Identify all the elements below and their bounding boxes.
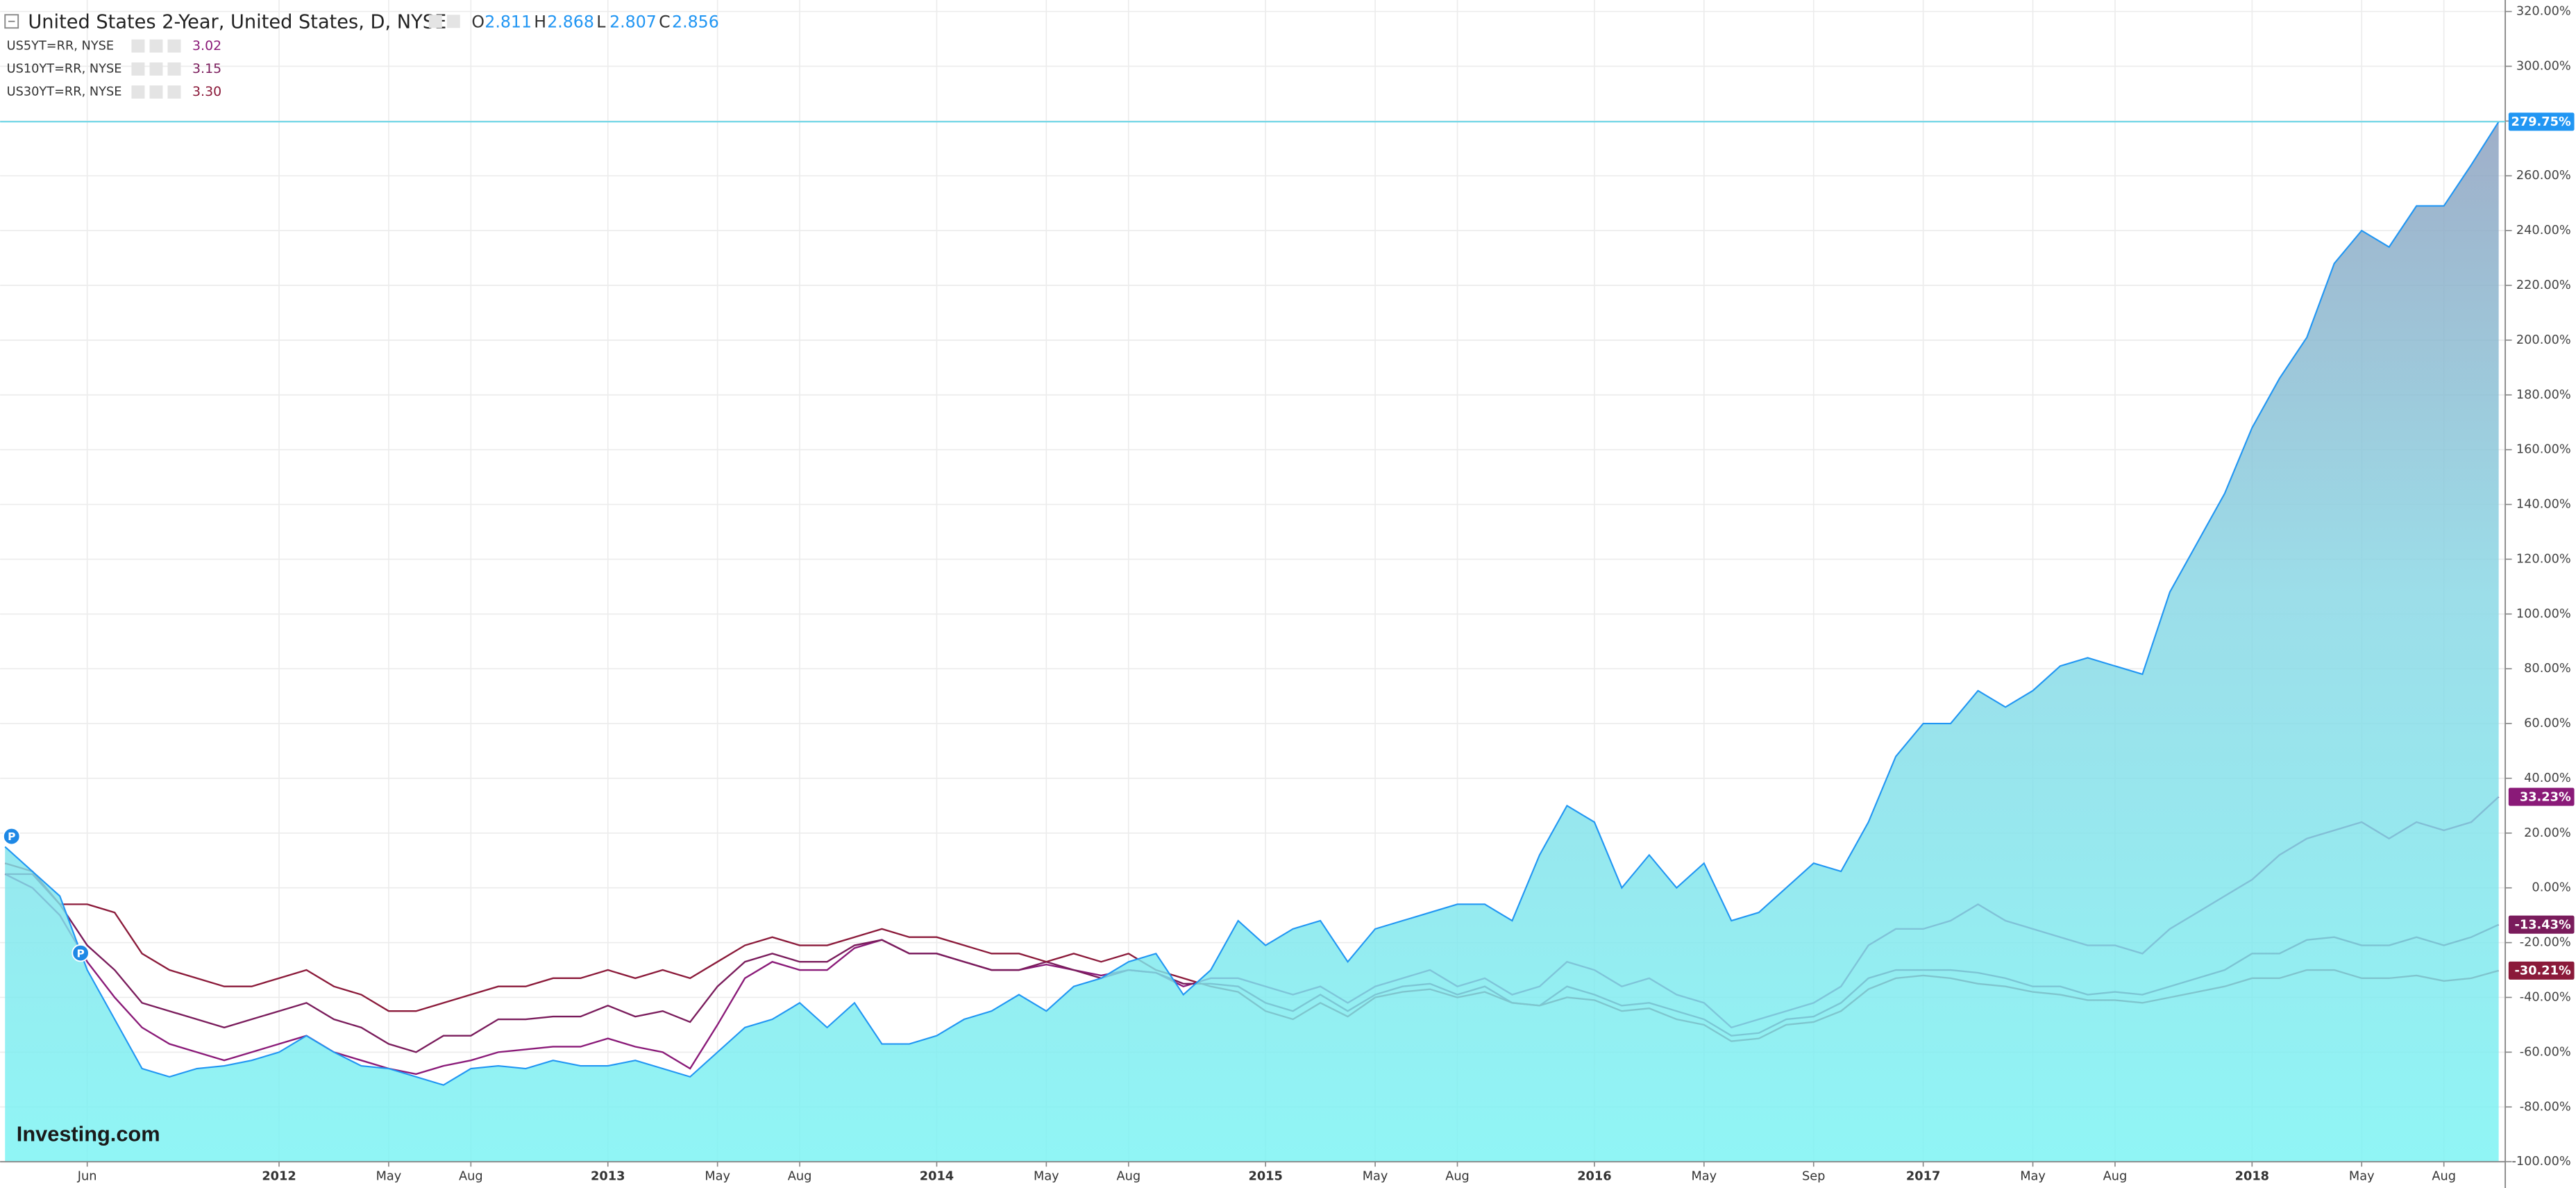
x-tick-label: Sep bbox=[1802, 1169, 1825, 1183]
y-tick-label: -20.00% bbox=[2520, 936, 2571, 950]
x-tick-label: May bbox=[2020, 1169, 2046, 1183]
x-tick-label: 2015 bbox=[1248, 1169, 1282, 1183]
x-tick-label: May bbox=[2349, 1169, 2375, 1183]
x-tick-label: May bbox=[376, 1169, 402, 1183]
legend-name: US10YT=RR, NYSE bbox=[7, 62, 122, 76]
y-tick-label: 40.00% bbox=[2524, 771, 2571, 785]
pin-label: P bbox=[76, 947, 84, 960]
legend-button bbox=[149, 39, 163, 53]
y-tick-label: 180.00% bbox=[2516, 388, 2571, 402]
legend-name: US30YT=RR, NYSE bbox=[7, 85, 122, 99]
y-tick-label: 200.00% bbox=[2516, 333, 2571, 347]
x-tick-label: Aug bbox=[2432, 1169, 2456, 1183]
pin bbox=[2, 827, 21, 846]
ohlc-key: L bbox=[596, 12, 606, 32]
x-tick-label: Jun bbox=[77, 1169, 97, 1183]
y-tick-label: 260.00% bbox=[2516, 169, 2571, 183]
price-badge bbox=[2508, 787, 2575, 806]
legend-button bbox=[149, 85, 163, 99]
y-tick-label: -60.00% bbox=[2520, 1045, 2571, 1059]
y-tick-label: 80.00% bbox=[2524, 662, 2571, 676]
legend-button bbox=[167, 85, 181, 99]
y-tick-label: 140.00% bbox=[2516, 498, 2571, 512]
x-tick-label: May bbox=[1034, 1169, 1059, 1183]
legend-button bbox=[131, 85, 145, 99]
x-tick-label: Aug bbox=[2103, 1169, 2128, 1183]
legend-value: 3.15 bbox=[192, 61, 221, 76]
legend-button[interactable] bbox=[446, 15, 460, 28]
legend-button bbox=[131, 62, 145, 76]
x-tick-label: May bbox=[705, 1169, 730, 1183]
y-tick-label: -40.00% bbox=[2520, 990, 2571, 1004]
y-tick-label: -80.00% bbox=[2520, 1100, 2571, 1114]
y-tick-label: 120.00% bbox=[2516, 552, 2571, 566]
y-tick-label: 100.00% bbox=[2516, 607, 2571, 621]
watermark: Investing.com bbox=[17, 1121, 160, 1146]
price-badge bbox=[2508, 112, 2575, 131]
ohlc-value: 2.856 bbox=[672, 12, 719, 32]
price-badge bbox=[2508, 915, 2575, 934]
y-tick-label: 240.00% bbox=[2516, 224, 2571, 237]
ohlc-value: 2.811 bbox=[485, 12, 532, 32]
x-tick-label: 2013 bbox=[591, 1169, 625, 1183]
ohlc-value: 2.807 bbox=[609, 12, 657, 32]
legend-button bbox=[131, 39, 145, 53]
x-tick-label: 2016 bbox=[1577, 1169, 1611, 1183]
x-tick-label: 2018 bbox=[2235, 1169, 2269, 1183]
x-tick-label: May bbox=[1363, 1169, 1388, 1183]
legend-button bbox=[167, 62, 181, 76]
legend-value: 3.30 bbox=[192, 84, 221, 99]
area-fill bbox=[5, 122, 2499, 1162]
price-badge-label: 33.23% bbox=[2520, 790, 2571, 804]
legend-button[interactable] bbox=[428, 15, 442, 28]
y-tick-label: 300.00% bbox=[2516, 59, 2571, 73]
y-tick-label: 0.00% bbox=[2532, 881, 2570, 895]
legend-button bbox=[149, 62, 163, 76]
legend-value: 3.02 bbox=[192, 38, 221, 53]
legend-button bbox=[167, 39, 181, 53]
x-tick-label: 2012 bbox=[262, 1169, 296, 1183]
price-badge bbox=[2508, 961, 2575, 980]
x-tick-label: 2014 bbox=[920, 1169, 954, 1183]
ohlc-key: C bbox=[659, 12, 671, 32]
ohlc-key: H bbox=[534, 12, 546, 32]
x-tick-label: Aug bbox=[1445, 1169, 1470, 1183]
y-tick-label: 220.00% bbox=[2516, 278, 2571, 292]
price-badge-label: -13.43% bbox=[2515, 918, 2571, 932]
price-badge-label: 279.75% bbox=[2511, 115, 2571, 129]
ohlc-value: 2.868 bbox=[547, 12, 594, 32]
x-tick-label: May bbox=[1691, 1169, 1717, 1183]
price-badge-label: -30.21% bbox=[2515, 964, 2571, 978]
x-tick-label: Aug bbox=[1116, 1169, 1140, 1183]
y-tick-label: 320.00% bbox=[2516, 5, 2571, 19]
x-tick-label: Aug bbox=[788, 1169, 812, 1183]
y-tick-label: -100.00% bbox=[2511, 1155, 2570, 1169]
collapse-icon[interactable] bbox=[4, 14, 19, 29]
pin-label: P bbox=[8, 830, 15, 843]
y-tick-label: 160.00% bbox=[2516, 443, 2571, 457]
y-tick-label: 20.00% bbox=[2524, 826, 2571, 840]
area-line bbox=[4, 121, 2500, 1086]
x-tick-label: Aug bbox=[459, 1169, 483, 1183]
pin bbox=[71, 944, 90, 962]
y-tick-label: 60.00% bbox=[2524, 717, 2571, 730]
x-tick-label: 2017 bbox=[1906, 1169, 1940, 1183]
logo: Investing.com bbox=[17, 1121, 160, 1146]
legend-name: US5YT=RR, NYSE bbox=[7, 39, 115, 53]
ohlc-key: O bbox=[471, 12, 485, 32]
legend-title: United States 2-Year, United States, D, … bbox=[28, 12, 446, 33]
legend: United States 2-Year, United States, D, … bbox=[4, 12, 719, 33]
